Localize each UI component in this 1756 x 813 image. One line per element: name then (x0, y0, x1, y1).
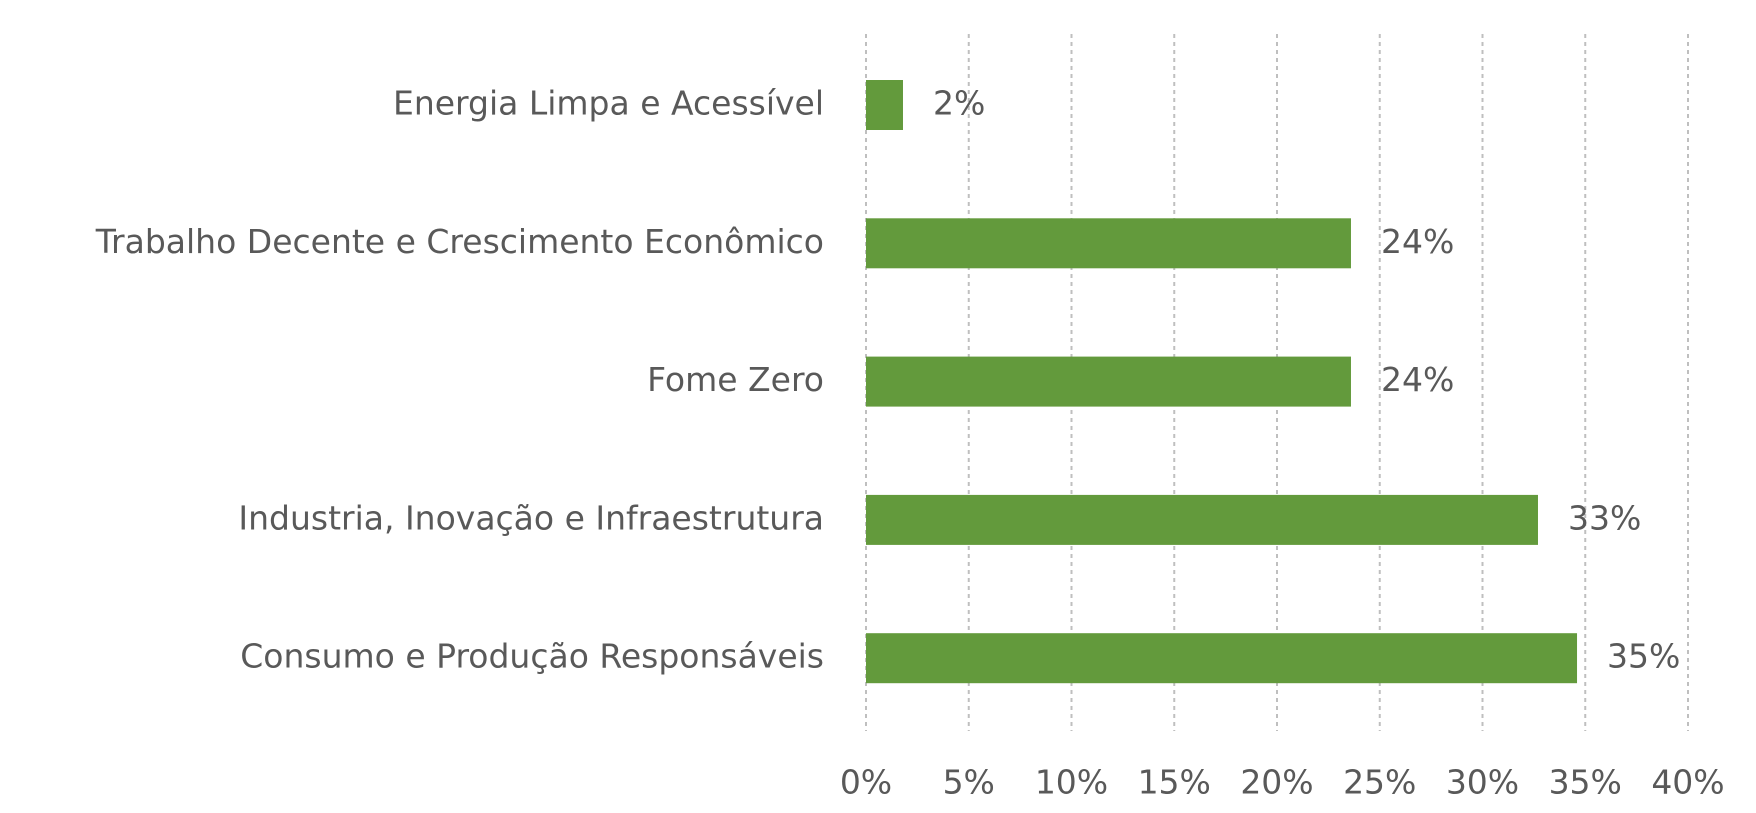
y-tick-label: Industria, Inovação e Infraestrutura (238, 498, 824, 537)
x-tick-label: 10% (1035, 763, 1108, 802)
data-label: 24% (1381, 360, 1454, 399)
x-tick-label: 5% (943, 763, 995, 802)
y-tick-label: Trabalho Decente e Crescimento Econômico (95, 222, 824, 261)
x-tick-label: 20% (1240, 763, 1313, 802)
bar (866, 633, 1578, 684)
x-tick-label: 40% (1651, 763, 1724, 802)
x-tick-label: 0% (840, 763, 892, 802)
bar (866, 494, 1538, 545)
y-tick-label: Energia Limpa e Acessível (393, 84, 824, 123)
data-label: 24% (1381, 222, 1454, 261)
bar (866, 356, 1351, 407)
y-tick-label: Fome Zero (647, 360, 824, 399)
bar (866, 80, 903, 130)
x-tick-label: 35% (1549, 763, 1622, 802)
x-tick-label: 30% (1446, 763, 1519, 802)
data-label: 2% (933, 84, 985, 123)
data-label: 35% (1607, 637, 1680, 676)
bar (866, 218, 1351, 269)
x-tick-label: 15% (1138, 763, 1211, 802)
y-tick-label: Consumo e Produção Responsáveis (240, 637, 824, 676)
x-tick-label: 25% (1343, 763, 1416, 802)
data-label: 33% (1568, 498, 1641, 537)
